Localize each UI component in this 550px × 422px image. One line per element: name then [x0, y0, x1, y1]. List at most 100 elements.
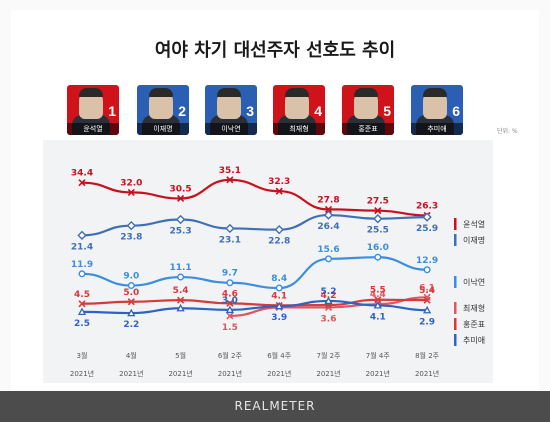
data-label: 32.3 — [268, 177, 290, 187]
series-line-1 — [81, 213, 428, 237]
data-label: 25.9 — [416, 224, 438, 234]
legend-label: 윤석열 — [463, 219, 485, 229]
data-label: 5.4 — [173, 286, 189, 296]
data-label: 35.1 — [219, 166, 241, 176]
candidate-portrait-1: 1 윤석열 — [67, 85, 119, 135]
data-label: 2.2 — [123, 320, 139, 330]
unit-label: 단위: % — [497, 128, 518, 135]
x-tick-label: 7월 4주 — [366, 351, 391, 360]
candidate-rank: 6 — [452, 103, 460, 119]
data-label: 4.6 — [222, 289, 238, 299]
data-label: 34.4 — [71, 169, 93, 179]
candidate-name: 이재명 — [137, 123, 189, 135]
data-point — [226, 279, 234, 287]
x-tick-year: 2021년 — [218, 369, 242, 378]
data-point — [423, 296, 431, 304]
series-line-0 — [81, 178, 428, 217]
legend-swatch — [454, 234, 457, 246]
portrait-hair — [149, 88, 173, 97]
x-tick-year: 2021년 — [366, 369, 390, 378]
candidate-rank: 1 — [108, 103, 116, 119]
data-point — [422, 212, 432, 222]
data-label: 23.8 — [120, 233, 142, 243]
data-point — [226, 312, 234, 320]
data-label: 3.6 — [321, 314, 337, 324]
data-label: 5.0 — [123, 288, 139, 298]
series-line-4 — [81, 298, 428, 307]
data-label: 9.0 — [123, 272, 139, 282]
data-label: 2.5 — [74, 319, 90, 329]
x-tick-label: 4월 — [126, 351, 137, 360]
data-label: 30.5 — [169, 184, 191, 194]
candidate-portrait-4: 4 최재형 — [273, 85, 325, 135]
x-tick-year: 2021년 — [70, 369, 94, 378]
candidate-rank: 5 — [383, 103, 391, 119]
candidate-name: 이낙연 — [205, 123, 257, 135]
brand-footer: REALMETER — [0, 391, 550, 422]
data-point — [275, 284, 283, 292]
data-point — [374, 207, 382, 215]
data-point — [177, 296, 185, 304]
portrait-hair — [285, 88, 309, 97]
data-label: 5.4 — [419, 286, 435, 296]
data-point — [325, 255, 333, 263]
data-label: 4.1 — [370, 312, 386, 322]
data-label: 11.9 — [71, 260, 93, 270]
data-label: 15.6 — [317, 245, 339, 255]
data-point — [323, 210, 334, 220]
x-tick-year: 2021년 — [267, 369, 291, 378]
legend-swatch — [454, 218, 457, 230]
data-label: 2.9 — [419, 317, 435, 327]
legend-label: 추미애 — [463, 336, 485, 345]
data-point — [226, 176, 234, 184]
candidate-portrait-5: 5 홍준표 — [342, 85, 394, 135]
legend-label: 이재명 — [463, 235, 485, 245]
data-point — [78, 300, 86, 308]
data-label: 8.4 — [271, 274, 287, 284]
candidate-rank: 4 — [314, 103, 322, 119]
data-label: 4.2 — [321, 291, 337, 301]
data-label: 11.1 — [169, 263, 191, 273]
portrait-hair — [79, 88, 103, 97]
portrait-hair — [423, 88, 447, 97]
data-point — [374, 296, 382, 304]
legend-swatch — [454, 318, 457, 330]
data-label: 1.5 — [222, 323, 238, 333]
data-point — [127, 188, 135, 196]
data-label: 12.9 — [416, 256, 438, 266]
data-point — [177, 194, 185, 203]
data-point — [373, 301, 382, 309]
data-label: 4.5 — [74, 290, 90, 300]
data-point — [78, 270, 86, 278]
data-point — [127, 282, 135, 290]
data-point — [77, 307, 87, 316]
data-point — [324, 205, 333, 213]
x-tick-year: 2021년 — [119, 369, 143, 378]
data-point — [275, 301, 284, 310]
data-point — [324, 296, 333, 305]
candidate-name: 추미애 — [411, 123, 463, 135]
series-line-5 — [81, 299, 428, 315]
data-label: 4.4 — [370, 290, 386, 300]
data-point — [175, 214, 186, 225]
candidate-name: 최재형 — [273, 123, 325, 135]
data-label: 9.7 — [222, 269, 238, 279]
data-label: 21.4 — [71, 242, 93, 252]
data-point — [77, 230, 87, 240]
data-point — [176, 303, 185, 312]
candidate-portrait-6: 6 추미애 — [411, 85, 463, 135]
x-tick-year: 2021년 — [415, 369, 439, 378]
x-tick-label: 3월 — [77, 351, 88, 360]
data-label: 32.0 — [120, 178, 142, 188]
candidate-portrait-2: 2 이재명 — [137, 85, 189, 135]
data-label: 3.9 — [271, 313, 287, 323]
x-tick-label: 6월 4주 — [267, 351, 292, 360]
data-point — [274, 224, 284, 235]
data-point — [225, 305, 234, 313]
data-label: 6.1 — [419, 283, 435, 293]
x-tick-label: 7월 2주 — [316, 351, 341, 360]
data-label: 3.0 — [222, 296, 238, 306]
data-point — [226, 299, 234, 307]
candidate-rank: 2 — [178, 103, 186, 119]
